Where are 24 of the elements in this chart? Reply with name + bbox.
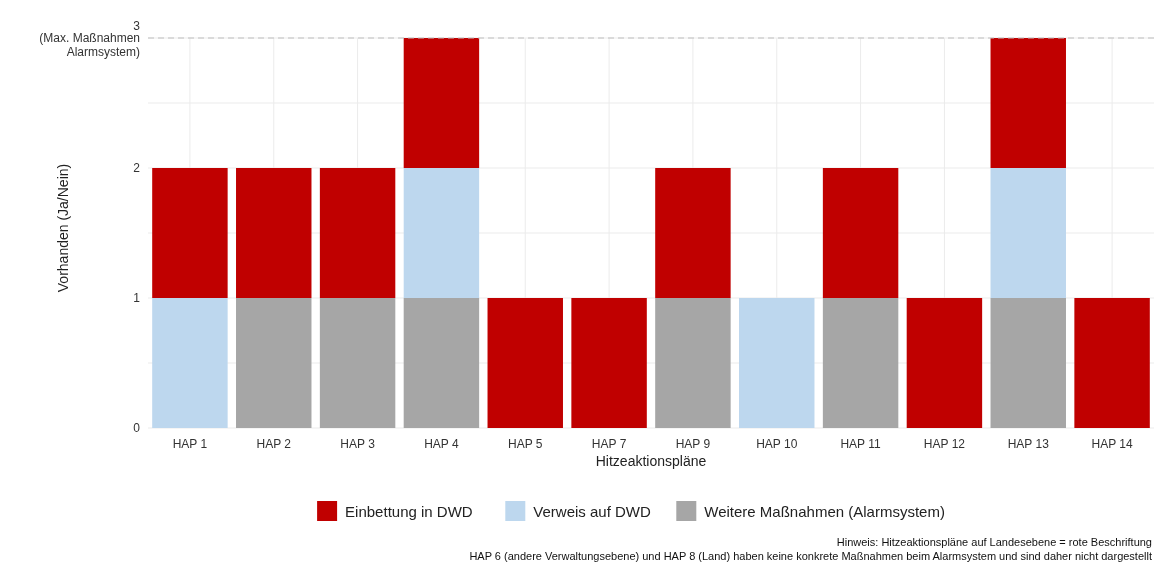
x-tick-label: HAP 3 <box>340 437 376 451</box>
y-tick-label: 3 <box>133 19 141 33</box>
x-tick-label: HAP 13 <box>1007 437 1050 451</box>
y-tick-label: 1 <box>133 291 141 305</box>
text: Hinweis: Hitzeaktionspläne auf Landesebene = rote Beschriftung <box>836 536 1152 548</box>
x-tick-label: HAP 7 <box>591 437 627 451</box>
y-axis-title: Vorhanden (Ja/Nein) <box>55 163 71 293</box>
x-tick-label: HAP 9 <box>675 437 711 451</box>
text: HAP 6 (andere Verwaltungsebene) und HAP 8 (Land) haben keine konkrete Maßnahmen beim Alarmsystem und sind daher nicht dargestellt <box>469 550 1152 562</box>
x-tick-label: HAP 1 <box>172 437 208 451</box>
x-tick-label: HAP 5 <box>508 437 543 451</box>
x-tick-label: HAP 10 <box>756 437 798 451</box>
legend-label: Weitere Maßnahmen (Alarmsystem) <box>704 503 945 520</box>
x-tick-label: HAP 14 <box>1091 437 1133 451</box>
legend-label: Verweis auf DWD <box>533 503 651 520</box>
ref-line-label: (Max. Maßnahmen Alarmsystem) <box>39 31 140 59</box>
x-tick-label: HAP 11 <box>840 437 882 451</box>
y-tick-label: 0 <box>133 421 141 435</box>
x-axis-title: Hitzeaktionspläne <box>595 453 707 469</box>
x-tick-label: HAP 12 <box>923 437 966 451</box>
x-tick-label: HAP 2 <box>256 437 292 451</box>
y-tick-label: 2 <box>133 161 141 175</box>
x-tick-label: HAP 4 <box>424 437 459 451</box>
legend-label: Einbettung in DWD <box>345 503 473 520</box>
